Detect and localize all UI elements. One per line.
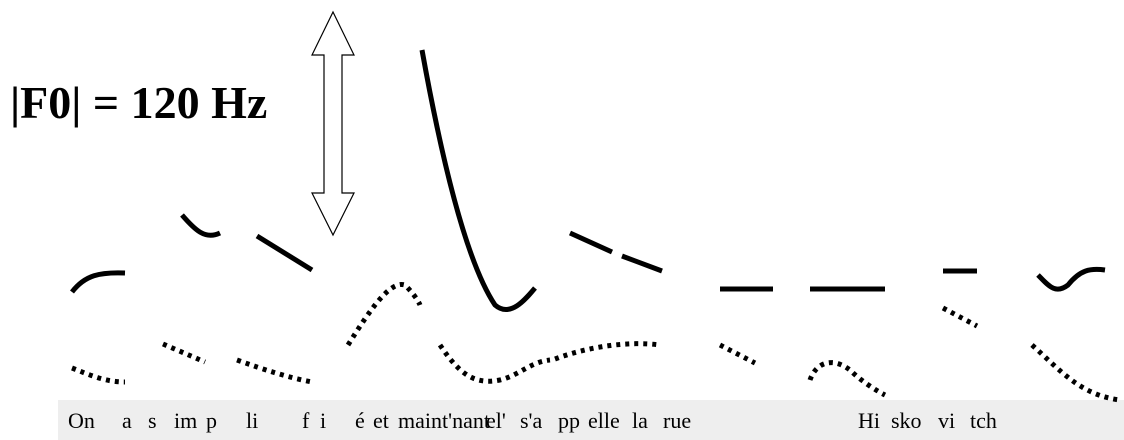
contour	[255, 233, 314, 273]
syllable: s	[148, 408, 157, 433]
syllable: tch	[970, 408, 997, 433]
transcript-band	[58, 400, 1124, 440]
contour	[180, 213, 222, 238]
syllable: li	[246, 408, 258, 433]
syllable: vi	[938, 408, 955, 433]
syllable: et	[373, 408, 389, 433]
syllable: a	[122, 408, 132, 433]
syllable: f	[302, 408, 310, 433]
contour	[419, 49, 537, 312]
contour	[1036, 266, 1106, 292]
syllable: rue	[663, 408, 691, 433]
syllable: el'	[486, 408, 506, 433]
dotted-contours	[71, 282, 1121, 403]
range-arrow	[311, 10, 355, 237]
syllable: é	[355, 408, 365, 433]
syllable: i	[320, 408, 326, 433]
contour	[807, 360, 887, 398]
contour	[162, 341, 206, 365]
syllable: p	[206, 408, 217, 433]
contour	[718, 342, 757, 366]
syllable: sko	[891, 408, 922, 433]
contour	[236, 357, 313, 385]
solid-contours	[70, 49, 1106, 312]
contour	[568, 230, 663, 274]
syllable: s'a	[520, 408, 543, 433]
contour	[1030, 343, 1121, 403]
contour	[70, 270, 126, 294]
syllable: Hi	[858, 408, 880, 433]
contour	[345, 282, 423, 347]
contour	[941, 305, 979, 329]
syllable: On	[68, 408, 95, 433]
contour	[437, 341, 661, 384]
syllable: pp	[558, 408, 580, 433]
contour	[71, 365, 126, 385]
syllable: la	[632, 408, 648, 433]
syllable: im	[174, 408, 197, 433]
syllable: elle	[588, 408, 620, 433]
f0-label: |F0| = 120 Hz	[10, 77, 267, 128]
syllable: maint'nant	[398, 408, 490, 433]
